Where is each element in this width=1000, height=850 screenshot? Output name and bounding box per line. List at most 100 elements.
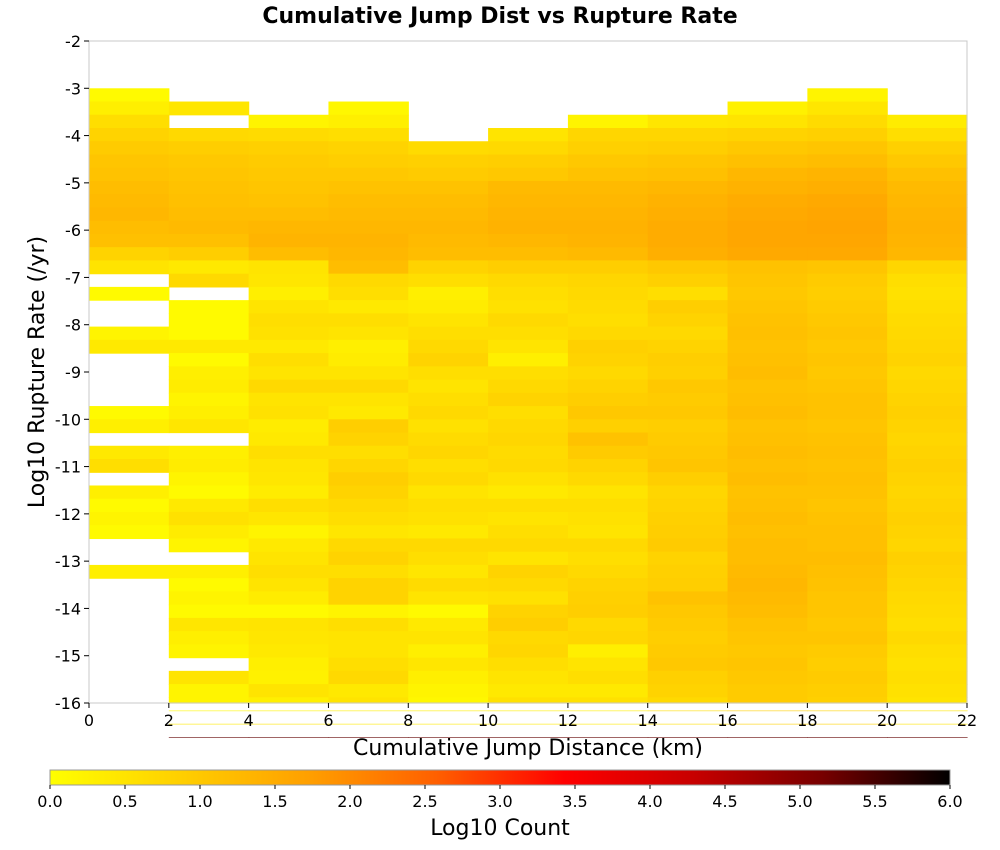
heatmap-cell — [488, 697, 569, 704]
heatmap-cell — [807, 88, 888, 103]
heatmap-cell — [168, 300, 250, 314]
heatmap-cell — [567, 286, 649, 301]
heatmap-cell — [408, 419, 489, 434]
heatmap-cell — [408, 167, 489, 182]
y-tick-label: -7 — [65, 268, 81, 287]
heatmap-cell — [248, 339, 330, 354]
heatmap-cell — [488, 406, 569, 420]
y-axis: -2 -3 -4 -5 -6 -7 -8 -9 -10 -11 -12 -13 -14 -15 -16 — [55, 32, 89, 713]
heatmap-cell — [248, 511, 330, 526]
heatmap-cell — [727, 498, 808, 513]
heatmap-cell — [727, 326, 808, 341]
heatmap-cell — [807, 406, 888, 420]
heatmap-cell — [488, 511, 569, 526]
heatmap-cell — [807, 379, 888, 394]
heatmap-cell — [807, 180, 888, 195]
heatmap-cell — [408, 207, 489, 222]
heatmap-cell — [89, 101, 170, 116]
heatmap-cell — [248, 353, 330, 367]
heatmap-cell — [807, 167, 888, 182]
heatmap-cell — [887, 445, 968, 460]
heatmap-cell — [727, 631, 808, 645]
heatmap-cell — [647, 419, 729, 434]
heatmap-cell — [887, 604, 968, 619]
heatmap-cell — [488, 194, 569, 209]
heatmap-cell — [328, 498, 409, 513]
heatmap-cell — [807, 220, 888, 235]
heatmap-cell — [887, 564, 968, 579]
heatmap-cell — [328, 141, 409, 156]
heatmap-cell — [727, 379, 808, 394]
heatmap-cell — [647, 379, 729, 394]
heatmap-cell — [887, 631, 968, 645]
y-tick-label: -16 — [55, 694, 81, 713]
heatmap-cell — [328, 101, 409, 116]
heatmap-cell — [887, 273, 968, 288]
heatmap-cell — [727, 286, 808, 301]
heatmap-cell — [488, 432, 569, 447]
heatmap-cell — [807, 273, 888, 288]
colorbar: 0.0 0.5 1.0 1.5 2.0 2.5 3.0 3.5 4.0 4.5 5.0 5.5 6.0 — [37, 769, 963, 811]
heatmap-cell — [328, 485, 409, 500]
heatmap-cell — [727, 207, 808, 222]
heatmap-cell — [328, 472, 409, 487]
heatmap-cell — [807, 511, 888, 526]
heatmap-cell — [168, 538, 250, 553]
heatmap-cell — [488, 538, 569, 553]
heatmap-cell — [248, 644, 330, 659]
heatmap-cell — [89, 525, 170, 540]
heatmap-cell — [807, 670, 888, 685]
heatmap-cell — [807, 392, 888, 407]
heatmap-cell — [807, 485, 888, 500]
heatmap-cell — [328, 684, 409, 698]
heatmap-cell — [248, 247, 330, 262]
heatmap-cell — [567, 260, 649, 275]
heatmap-cell — [89, 260, 170, 275]
heatmap-cell — [168, 220, 250, 235]
heatmap-cell — [89, 220, 170, 235]
y-tick-label: -2 — [65, 32, 81, 51]
x-tick-label: 2 — [164, 711, 174, 730]
y-tick-label: -12 — [55, 505, 81, 524]
heatmap-cell — [887, 353, 968, 367]
heatmap-cell — [567, 511, 649, 526]
heatmap-cell — [168, 485, 250, 500]
colorbar-tick-label: 3.0 — [487, 792, 512, 811]
heatmap-cell — [647, 591, 729, 606]
heatmap-cell — [807, 300, 888, 314]
heatmap-cell — [727, 273, 808, 288]
heatmap-cell — [408, 631, 489, 645]
heatmap-cell — [887, 723, 968, 725]
heatmap-cell — [408, 353, 489, 367]
heatmap-cell — [488, 564, 569, 579]
heatmap-cell — [488, 578, 569, 593]
heatmap-cell — [328, 644, 409, 659]
heatmap-cell — [807, 247, 888, 262]
heatmap-cell — [488, 300, 569, 314]
heatmap-cell — [168, 445, 250, 460]
heatmap-cell — [567, 644, 649, 659]
heatmap-cell — [328, 538, 409, 553]
heatmap-cell — [647, 273, 729, 288]
heatmap-cell — [408, 578, 489, 593]
heatmap-cell — [248, 220, 330, 235]
heatmap-cell — [567, 551, 649, 566]
heatmap-cell — [647, 551, 729, 566]
heatmap-cell — [807, 710, 888, 712]
heatmap-cell — [727, 737, 808, 738]
heatmap-cell — [89, 88, 170, 103]
heatmap-cell — [248, 392, 330, 407]
heatmap-cell — [887, 247, 968, 262]
colorbar-tick-label: 2.5 — [412, 792, 437, 811]
colorbar-tick-label: 3.5 — [562, 792, 587, 811]
heatmap-cell — [647, 339, 729, 354]
heatmap-cell — [647, 472, 729, 487]
heatmap-cell — [647, 578, 729, 593]
heatmap-cell — [887, 551, 968, 566]
heatmap-cell — [328, 525, 409, 540]
heatmap-cell — [647, 260, 729, 275]
heatmap-cell — [328, 459, 409, 473]
heatmap-cell — [567, 419, 649, 434]
heatmap-cell — [328, 737, 409, 738]
heatmap-cell — [567, 723, 649, 725]
